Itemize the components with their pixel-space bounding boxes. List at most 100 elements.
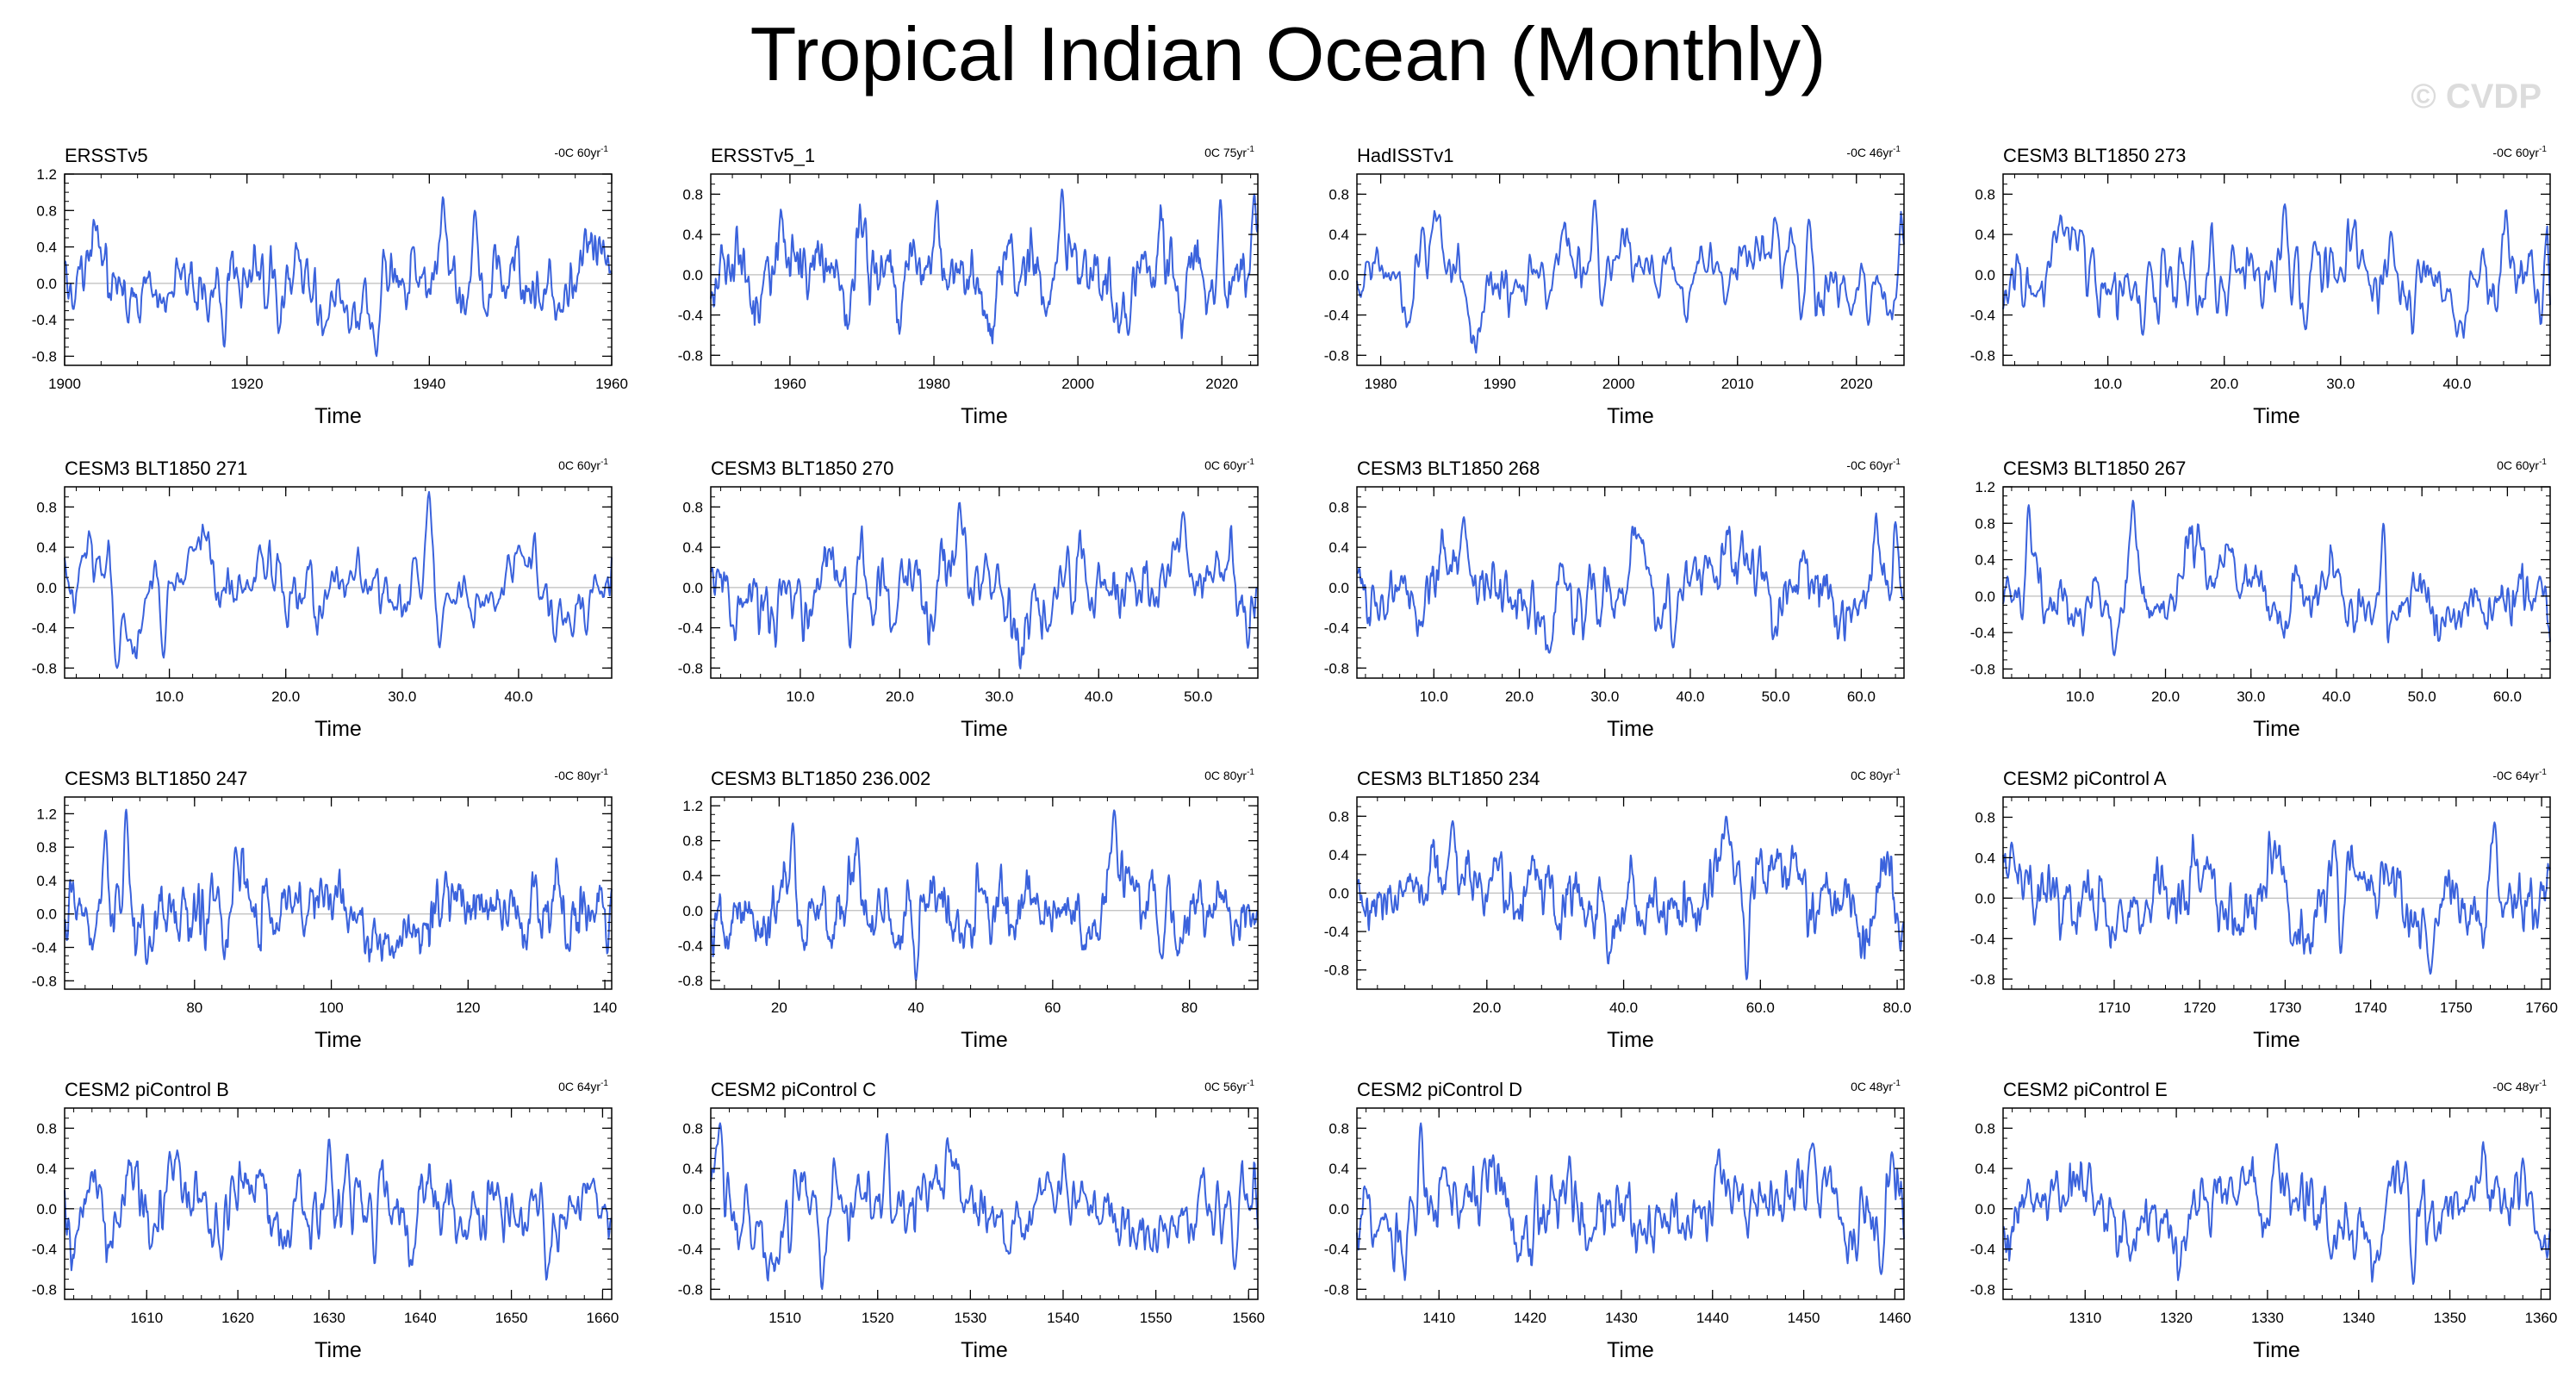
series-line <box>1356 199 1905 354</box>
y-tick-label: 0.4 <box>36 873 57 889</box>
x-tick-label: 20.0 <box>271 688 300 705</box>
trend-label: -0C 64yr-1 <box>2492 768 2547 782</box>
panel: CESM3 BLT1850 268 -0C 60yr-1 10.0 20.0 30.0 4… <box>1324 458 1905 741</box>
y-tick-label: -0.4 <box>1970 308 1995 324</box>
panel-title: CESM2 piControl E <box>2003 1079 2168 1100</box>
x-tick-label: 50.0 <box>1184 688 1212 705</box>
x-tick-label: 20.0 <box>1505 688 1534 705</box>
x-axis-title: Time <box>961 1028 1008 1052</box>
x-tick-label: 1710 <box>2098 1000 2131 1016</box>
plot-frame <box>2002 1107 2551 1300</box>
y-tick-label: 0.8 <box>1328 808 1349 825</box>
series-line <box>710 1122 1259 1291</box>
x-tick-label: 50.0 <box>2408 688 2436 705</box>
y-tick-label: 0.4 <box>682 539 703 556</box>
x-tick-label: 10.0 <box>2066 688 2094 705</box>
panel: CESM3 BLT1850 270 0C 60yr-1 10.0 20.0 30.0 40… <box>678 458 1259 741</box>
y-tick-label: 0.8 <box>36 1120 57 1137</box>
trend-label: 0C 64yr-1 <box>558 1079 608 1093</box>
series-line <box>710 501 1259 669</box>
y-tick-label: 0.8 <box>1328 1120 1349 1137</box>
y-tick-label: 0.4 <box>1328 847 1349 863</box>
y-tick-label: 0.8 <box>36 202 57 219</box>
y-tick-label: -0.4 <box>32 1242 57 1258</box>
y-tick-label: 0.0 <box>1328 267 1349 283</box>
x-tick-label: 20 <box>771 1000 787 1016</box>
y-tick-label: -0.8 <box>1970 347 1995 364</box>
y-tick-label: -0.8 <box>1970 1281 1995 1298</box>
panel-title: CESM3 BLT1850 234 <box>1357 768 1540 789</box>
x-axis-title: Time <box>2253 404 2300 428</box>
panel-title: HadISSTv1 <box>1357 145 1454 166</box>
x-tick-label: 1560 <box>1232 1310 1265 1326</box>
x-tick-label: 1740 <box>2355 1000 2387 1016</box>
y-tick-label: -0.8 <box>1324 660 1349 676</box>
trend-label: 0C 80yr-1 <box>1204 768 1254 782</box>
panel: CESM2 piControl C 0C 56yr-1 1510 1520 1530 15… <box>678 1079 1265 1362</box>
panel: CESM2 piControl D 0C 48yr-1 1410 1420 1430 14… <box>1324 1079 1912 1362</box>
y-tick-label: 0.0 <box>682 1201 703 1218</box>
x-tick-label: 1350 <box>2434 1310 2467 1326</box>
x-tick-label: 1410 <box>1422 1310 1455 1326</box>
y-tick-label: -0.4 <box>1324 1242 1349 1258</box>
series-line <box>64 490 613 669</box>
panel-title: CESM2 piControl A <box>2003 768 2167 789</box>
y-tick-label: 0.4 <box>1975 227 1995 243</box>
x-axis-title: Time <box>1607 1028 1654 1052</box>
x-axis-title: Time <box>961 404 1008 428</box>
y-tick-label: -0.4 <box>1970 625 1995 641</box>
x-tick-label: 2020 <box>1205 376 1238 392</box>
x-tick-label: 1460 <box>1879 1310 1912 1326</box>
series-line <box>64 196 613 358</box>
x-tick-label: 1330 <box>2251 1310 2284 1326</box>
y-tick-label: -0.4 <box>32 312 57 328</box>
x-tick-label: 40.0 <box>504 688 532 705</box>
y-tick-label: 0.8 <box>1975 515 1995 532</box>
x-tick-label: 10.0 <box>1420 688 1448 705</box>
y-tick-label: -0.4 <box>32 940 57 956</box>
plot-frame <box>2002 173 2551 366</box>
y-tick-label: 0.4 <box>682 868 703 884</box>
x-tick-label: 140 <box>593 1000 617 1016</box>
x-tick-label: 1960 <box>774 376 806 392</box>
y-tick-label: 0.4 <box>1975 850 1995 866</box>
x-tick-label: 1520 <box>862 1310 894 1326</box>
x-tick-label: 2020 <box>1840 376 1873 392</box>
x-tick-label: 1720 <box>2183 1000 2216 1016</box>
y-tick-label: -0.4 <box>1970 931 1995 947</box>
trend-label: 0C 60yr-1 <box>2497 458 2547 472</box>
y-tick-label: 0.4 <box>36 1161 57 1177</box>
x-tick-label: 2000 <box>1602 376 1635 392</box>
x-tick-label: 1920 <box>231 376 264 392</box>
y-tick-label: -0.8 <box>32 348 57 364</box>
x-tick-label: 40.0 <box>1609 1000 1638 1016</box>
x-axis-title: Time <box>1607 1338 1654 1362</box>
y-tick-label: 0.0 <box>682 580 703 596</box>
x-tick-label: 1990 <box>1484 376 1516 392</box>
x-tick-label: 1980 <box>1365 376 1397 392</box>
panel: CESM3 BLT1850 236.002 0C 80yr-1 20 40 60 80 -0… <box>678 768 1259 1052</box>
y-tick-label: 0.0 <box>1328 580 1349 596</box>
x-tick-label: 1420 <box>1514 1310 1546 1326</box>
panel: CESM3 BLT1850 267 0C 60yr-1 10.0 20.0 30.0 40… <box>1970 458 2551 741</box>
x-tick-label: 1760 <box>2525 1000 2558 1016</box>
x-tick-label: 80 <box>1181 1000 1198 1016</box>
x-tick-label: 2010 <box>1721 376 1754 392</box>
y-tick-label: -0.8 <box>1970 971 1995 987</box>
series-line <box>710 188 1259 345</box>
y-tick-label: 0.8 <box>1975 186 1995 202</box>
x-axis-title: Time <box>961 1338 1008 1362</box>
y-tick-label: 0.4 <box>682 227 703 243</box>
plot-frame <box>1356 1107 1905 1300</box>
y-tick-label: 0.4 <box>1975 1161 1995 1177</box>
y-tick-label: 0.0 <box>1975 890 1995 906</box>
x-tick-label: 1320 <box>2160 1310 2193 1326</box>
y-tick-label: -0.4 <box>1324 620 1349 637</box>
y-tick-label: 0.4 <box>1328 227 1349 243</box>
y-tick-label: -0.8 <box>678 660 703 676</box>
y-tick-label: -0.8 <box>1324 347 1349 364</box>
y-tick-label: -0.8 <box>678 347 703 364</box>
panel: CESM3 BLT1850 247 -0C 80yr-1 80 100 120 140 -0… <box>32 768 618 1052</box>
panel-title: ERSSTv5_1 <box>711 145 815 166</box>
trend-label: 0C 75yr-1 <box>1204 145 1254 159</box>
